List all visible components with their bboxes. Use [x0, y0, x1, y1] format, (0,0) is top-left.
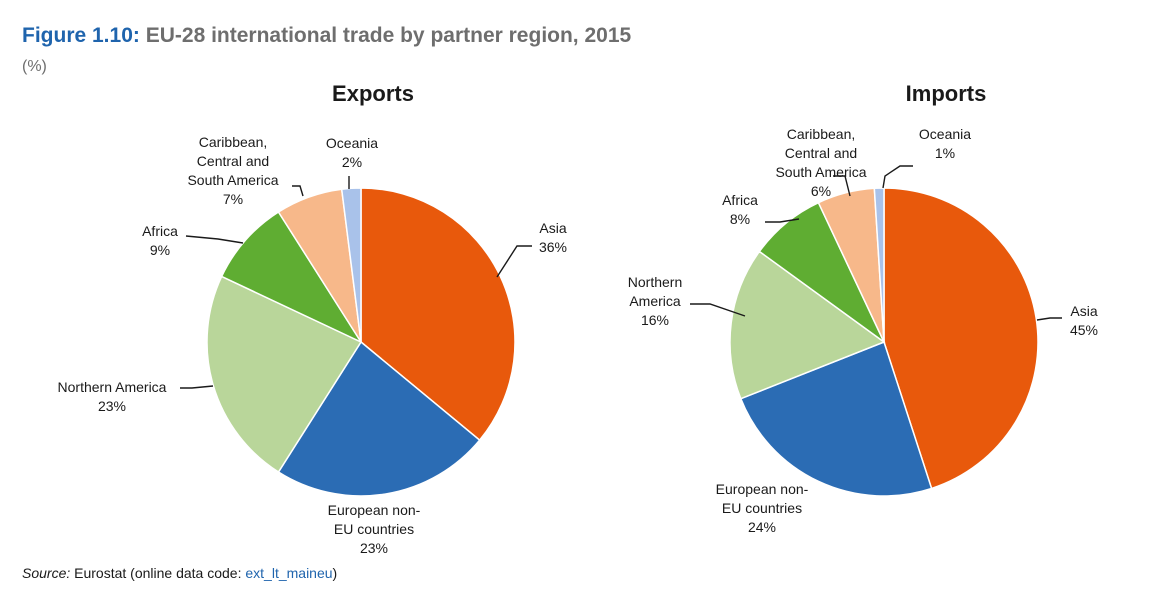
unit-label: (%): [22, 58, 47, 75]
slice-label-asia: Asia 36%: [539, 220, 567, 255]
pie-slice-africa: [220, 210, 364, 344]
pie-slice-asia: [883, 187, 1039, 490]
pie-chart-imports: Imports Asia 45% European non-EU countries 2…: [628, 81, 1098, 535]
source-note: Source: Eurostat (online data code: ext_…: [22, 565, 337, 581]
source-label: Source:: [22, 565, 71, 581]
slice-label-africa: Africa 9%: [142, 223, 178, 258]
slice-label-european-non-eu-countries: European non-EU countries 24%: [716, 481, 809, 535]
slice-label-northern-america: Northern America 16%: [628, 274, 682, 328]
leader-line: [292, 185, 304, 197]
slice-label-oceania: Oceania 1%: [919, 126, 971, 161]
leader-line: [690, 303, 746, 317]
leader-line: [882, 165, 913, 189]
source-text: Eurostat (online data code:: [74, 565, 246, 581]
slice-label-northern-america: Northern America 23%: [58, 379, 167, 414]
slice-label-asia: Asia 45%: [1070, 303, 1098, 338]
leader-line: [833, 175, 851, 197]
slice-label-caribbean-central-and-south-america: Caribbean, Central and South America 7%: [187, 134, 278, 207]
leader-line: [1036, 317, 1062, 321]
figure-heading: Figure 1.10: EU-28 international trade b…: [22, 24, 631, 48]
leader-line: [185, 235, 244, 244]
source-code-link[interactable]: ext_lt_maineu: [245, 565, 333, 581]
pie-slice-european-non-eu-countries: [277, 340, 481, 497]
pie-slice-asia: [360, 187, 516, 442]
source-close: ): [332, 565, 338, 581]
slice-label-africa: Africa 8%: [722, 192, 758, 227]
pie-slice-northern-america: [729, 250, 886, 400]
pie-slice-northern-america: [206, 275, 363, 474]
leader-line: [180, 385, 214, 389]
chart-title: Exports: [332, 81, 414, 106]
leader-line: [765, 218, 800, 223]
slice-label-european-non-eu-countries: European non-EU countries 23%: [328, 502, 421, 556]
pie-slice-oceania: [340, 187, 362, 343]
figure-title: EU-28 international trade by partner reg…: [145, 24, 632, 47]
slice-label-caribbean-central-and-south-america: Caribbean, Central and South America 6%: [775, 126, 866, 199]
pie-chart-exports: Exports Asia 36% European non-EU countries 2…: [58, 81, 567, 556]
slice-label-oceania: Oceania 2%: [326, 135, 378, 170]
chart-title: Imports: [906, 81, 987, 106]
leader-line: [496, 245, 532, 278]
figure-number: Figure 1.10:: [22, 24, 140, 47]
pie-slice-oceania: [873, 187, 885, 343]
